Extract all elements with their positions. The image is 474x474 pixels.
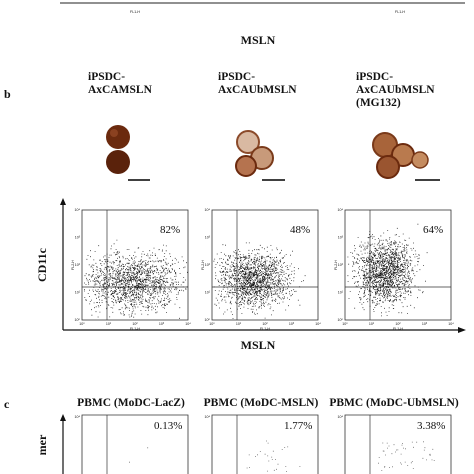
channel-label: FL2-H <box>334 260 338 270</box>
tick-label: 10⁴ <box>74 415 80 419</box>
micrograph <box>372 132 440 181</box>
tick-label: 10³ <box>205 236 211 240</box>
tick-label: 10¹ <box>106 322 112 326</box>
tick-label: 10⁴ <box>74 208 80 212</box>
arrow-head <box>60 414 66 421</box>
arrow-head <box>458 327 466 333</box>
tick-label: 10⁴ <box>448 322 454 326</box>
micrograph <box>235 130 285 181</box>
channel-label: FL1-H <box>130 327 140 331</box>
axis-label: CD11c <box>35 247 49 282</box>
column-title: AxCAUbMSLN <box>356 84 435 96</box>
channel-label: FL1-H <box>130 10 140 14</box>
channel-label: FL2-H <box>71 260 75 270</box>
axis-label: MSLN <box>241 33 276 47</box>
event-dots <box>347 223 428 317</box>
axis-label: mer <box>35 434 49 455</box>
tick-label: 10³ <box>289 322 295 326</box>
channel-label: FL1-H <box>393 327 403 331</box>
panel-label: b <box>4 87 11 101</box>
channel-label: FL1-H <box>260 327 270 331</box>
tick-label: 10¹ <box>205 291 211 295</box>
column-title: AxCAUbMSLN <box>218 84 297 96</box>
event-dots <box>246 440 301 472</box>
tick-label: 10² <box>262 322 268 326</box>
plot-frame <box>344 209 452 321</box>
tick-label: 10⁴ <box>204 208 210 212</box>
plot-frame <box>344 414 452 474</box>
arrow-head <box>60 198 66 205</box>
column-title: AxCAMSLN <box>88 84 153 96</box>
tick-label: 10² <box>75 263 81 267</box>
percentage: 1.77% <box>284 420 312 432</box>
tick-label: 10⁴ <box>337 208 343 212</box>
percentage: 3.38% <box>417 420 445 432</box>
tick-label: 10³ <box>75 236 81 240</box>
plot-frame <box>211 209 319 321</box>
plot-frame <box>81 209 189 321</box>
tick-label: 10³ <box>338 236 344 240</box>
tick-label: 10⁴ <box>204 415 210 419</box>
column-title: PBMC (MoDC-MSLN) <box>204 397 319 409</box>
tick-label: 10⁰ <box>209 322 215 326</box>
tick-label: 10⁴ <box>337 415 343 419</box>
column-title: iPSDC- <box>356 71 393 83</box>
event-dots <box>129 447 149 463</box>
tick-label: 10² <box>205 263 211 267</box>
event-dots <box>84 239 188 319</box>
event-dots <box>378 441 435 471</box>
column-title: iPSDC- <box>218 71 255 83</box>
axis-label: MSLN <box>241 338 276 352</box>
tick-label: 10⁰ <box>338 318 344 322</box>
tick-label: 10¹ <box>236 322 242 326</box>
tick-label: 10⁰ <box>342 322 348 326</box>
plot-frame <box>211 414 319 474</box>
panel-label: c <box>4 397 10 411</box>
channel-label: FL2-H <box>201 260 205 270</box>
column-title: PBMC (MoDC-LacZ) <box>77 397 185 409</box>
event-dots <box>213 242 306 319</box>
tick-label: 10² <box>395 322 401 326</box>
column-title: (MG132) <box>356 97 401 109</box>
tick-label: 10³ <box>159 322 165 326</box>
percentage: 64% <box>423 224 443 236</box>
tick-label: 10¹ <box>75 291 81 295</box>
column-title: PBMC (MoDC-UbMSLN) <box>329 397 459 409</box>
tick-label: 10⁴ <box>315 322 321 326</box>
percentage: 0.13% <box>154 420 182 432</box>
tick-label: 10¹ <box>338 291 344 295</box>
percentage: 48% <box>290 224 310 236</box>
channel-label: FL1-H <box>395 10 405 14</box>
tick-label: 10⁴ <box>185 322 191 326</box>
tick-label: 10⁰ <box>75 318 81 322</box>
tick-label: 10³ <box>422 322 428 326</box>
tick-label: 10² <box>338 263 344 267</box>
tick-label: 10¹ <box>369 322 375 326</box>
tick-label: 10⁰ <box>205 318 211 322</box>
percentage: 82% <box>160 224 180 236</box>
tick-label: 10² <box>132 322 138 326</box>
micrograph <box>106 125 150 181</box>
plot-frame <box>81 414 189 474</box>
tick-label: 10⁰ <box>79 322 85 326</box>
column-title: iPSDC- <box>88 71 125 83</box>
